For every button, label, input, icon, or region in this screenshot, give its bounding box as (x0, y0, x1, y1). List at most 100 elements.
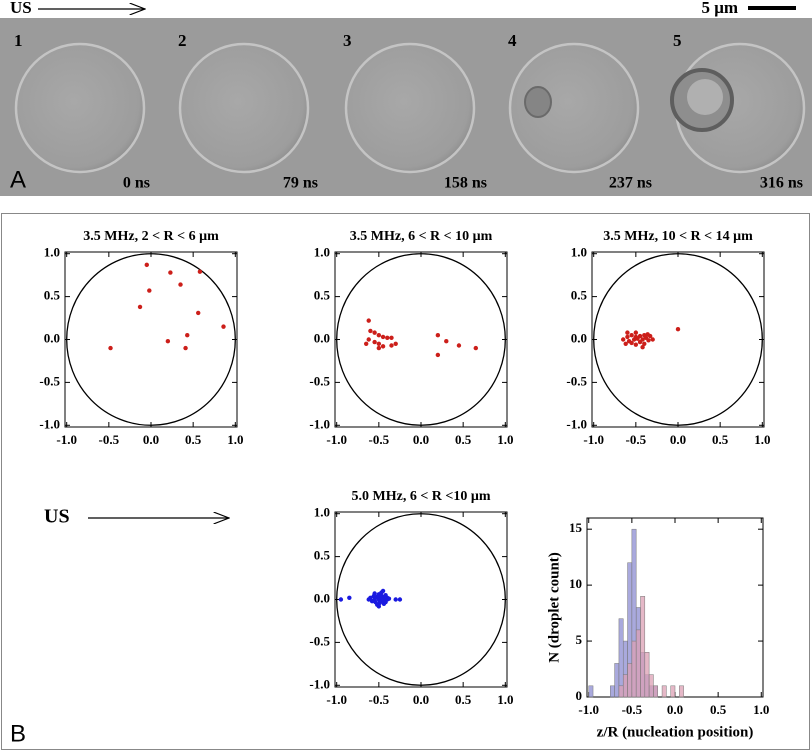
hist-bar (661, 685, 667, 698)
hist-bar (640, 596, 646, 698)
point (389, 335, 394, 340)
point (376, 341, 382, 346)
point (347, 595, 352, 600)
frame-time: 79 ns (283, 175, 318, 192)
x-tick-label: -0.5 (369, 692, 390, 707)
hist-bar (653, 685, 658, 698)
bubble (524, 86, 552, 118)
point (144, 262, 149, 268)
y-axis-label: N (droplet count) (546, 552, 562, 663)
point (197, 269, 203, 274)
y-tick-label: 0 (576, 688, 583, 703)
frame-time: 237 ns (609, 175, 652, 192)
point (435, 333, 441, 338)
y-tick-label: 0.5 (44, 288, 61, 303)
x-tick-label: 0.5 (185, 432, 202, 447)
y-tick-label: 0.5 (571, 288, 588, 303)
y-tick-label: 1.0 (314, 505, 330, 520)
us-label: US (10, 0, 32, 17)
hist-bar (614, 663, 620, 698)
point (137, 304, 143, 310)
point (185, 333, 190, 338)
point (196, 310, 201, 316)
point (625, 334, 630, 340)
point (168, 270, 173, 275)
hist-bar (631, 640, 637, 698)
point (372, 591, 377, 596)
x-tick-label: -0.5 (626, 432, 647, 447)
x-tick-label: 1.0 (754, 432, 770, 447)
point (366, 337, 371, 342)
point (620, 337, 626, 342)
frame-number: 5 (673, 31, 682, 50)
point (640, 345, 645, 350)
point (385, 335, 390, 340)
plot-frame (334, 251, 508, 428)
point (393, 597, 398, 602)
point (178, 282, 183, 287)
point (629, 333, 634, 338)
y-tick-label: 0.0 (314, 590, 330, 605)
y-tick-label: 5 (576, 632, 583, 647)
point (368, 595, 373, 600)
panel-frame (1, 213, 810, 750)
frame-number: 1 (14, 31, 23, 50)
plot-frame (64, 251, 238, 428)
x-tick-label: 1.0 (227, 432, 243, 447)
point (393, 341, 398, 346)
point (372, 339, 377, 345)
frame-number: 2 (178, 31, 187, 50)
hist-bar (627, 663, 633, 698)
point (646, 338, 651, 343)
point (380, 344, 386, 349)
point (376, 345, 382, 351)
panel-label: B (10, 720, 26, 747)
chart-title: 3.5 MHz, 6 < R < 10 μm (350, 229, 493, 244)
hist-bar (644, 652, 650, 698)
point (376, 333, 382, 338)
x-tick-label: 0.0 (413, 432, 429, 447)
frame-time: 0 ns (123, 175, 150, 192)
us-label: US (44, 506, 70, 528)
point (650, 337, 655, 342)
point (640, 337, 645, 342)
y-tick-label: -1.0 (39, 416, 60, 431)
droplet-outline (336, 253, 506, 426)
bubble-core (687, 79, 723, 115)
y-tick-label: 0.0 (571, 330, 587, 345)
hist-bar (618, 618, 624, 698)
droplet (178, 42, 310, 174)
y-tick-label: 1.0 (44, 245, 60, 260)
frame-number: 3 (343, 31, 352, 50)
x-tick-label: 0.0 (143, 432, 159, 447)
point (642, 341, 647, 346)
y-tick-label: -1.0 (309, 676, 330, 691)
hist-bar (635, 629, 641, 698)
x-tick-label: 0.5 (712, 432, 729, 447)
point (675, 327, 681, 332)
x-tick-label: -1.0 (326, 692, 347, 707)
point (221, 324, 226, 329)
point (435, 352, 441, 358)
point (629, 340, 634, 346)
y-tick-label: -0.5 (309, 633, 330, 648)
x-tick-label: -1.0 (578, 702, 599, 717)
point (108, 345, 113, 351)
point (625, 330, 630, 335)
point (645, 332, 650, 337)
y-tick-label: -0.5 (566, 373, 587, 388)
y-tick-label: -1.0 (566, 416, 587, 431)
x-tick-label: -1.0 (583, 432, 604, 447)
point (444, 339, 449, 344)
x-tick-label: -0.5 (622, 702, 643, 717)
y-tick-label: 0.5 (314, 548, 331, 563)
y-tick-label: 15 (569, 520, 583, 535)
chart-title: 3.5 MHz, 10 < R < 14 μm (603, 229, 753, 244)
point (372, 330, 377, 335)
hist-bar (622, 674, 628, 698)
frame-number: 4 (508, 31, 517, 50)
y-tick-label: 10 (569, 576, 582, 591)
hist-bar (588, 685, 594, 698)
scale-label: 5 μm (701, 0, 738, 17)
